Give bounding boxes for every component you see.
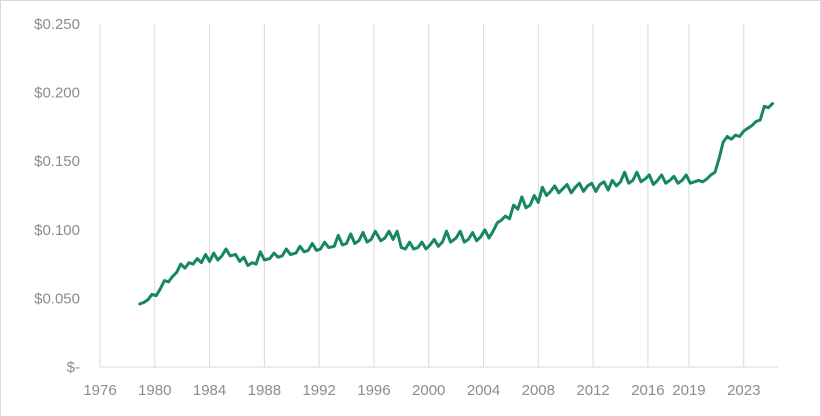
y-tick-label: $0.150: [34, 153, 80, 170]
x-tick-label: 1996: [357, 382, 390, 399]
x-tick-label: 2000: [412, 382, 445, 399]
y-axis-tick-labels: $- $0.050 $0.100 $0.150 $0.200 $0.250: [34, 16, 80, 376]
series-line: [138, 102, 774, 306]
x-tick-label: 2016: [631, 382, 664, 399]
gridlines: [99, 24, 778, 368]
x-tick-label: 2004: [467, 382, 500, 399]
y-tick-label: $-: [67, 359, 80, 376]
x-tick-label: 1992: [302, 382, 335, 399]
y-tick-label: $0.100: [34, 222, 80, 239]
x-tick-label: 1976: [83, 382, 116, 399]
y-tick-label: $0.200: [34, 85, 80, 102]
x-tick-label: 1980: [138, 382, 171, 399]
x-tick-label: 1984: [193, 382, 226, 399]
x-tick-label: 1988: [248, 382, 281, 399]
x-axis-tick-labels: 1976 1980 1984 1988 1992 1996 2000 2004 2008 2012…: [83, 382, 760, 399]
x-tick-label: 2023: [727, 382, 760, 399]
x-tick-label: 2008: [522, 382, 555, 399]
y-tick-label: $0.050: [34, 290, 80, 307]
x-tick-label: 2012: [576, 382, 609, 399]
x-tick-label: 2019: [672, 382, 705, 399]
y-tick-label: $0.250: [34, 16, 80, 33]
